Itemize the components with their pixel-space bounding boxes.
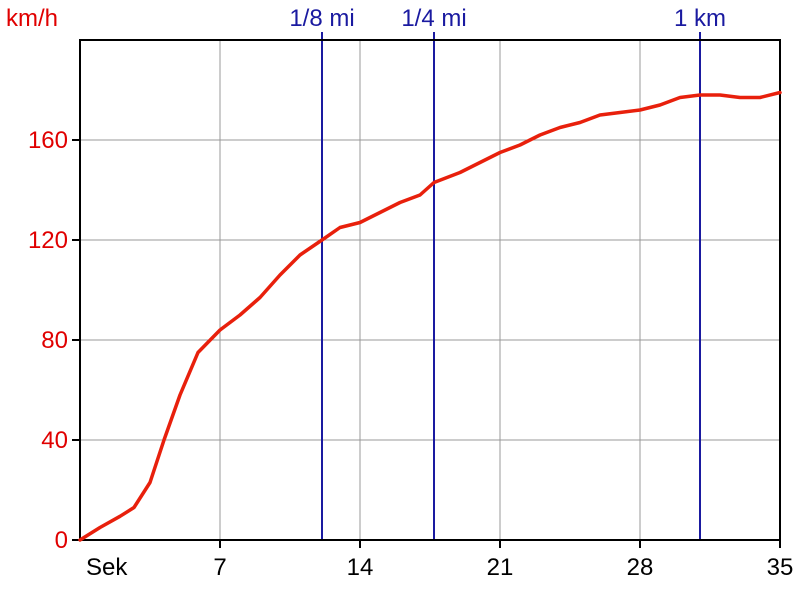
y-tick-label: 40 [41,427,68,454]
y-tick-label: 160 [28,127,68,154]
y-tick-label: 80 [41,327,68,354]
distance-marker-label: 1 km [674,5,726,32]
distance-markers: 1/8 mi 1/4 mi 1 km [289,5,726,540]
labels: km/h Sek [6,5,128,581]
x-axis-label: Sek [86,554,128,581]
speed-series [78,90,782,542]
y-tick-label: 120 [28,227,68,254]
x-tick-label: 7 [213,554,226,581]
y-axis-label: km/h [6,5,58,32]
x-tick-label: 21 [487,554,514,581]
plot-border [79,39,781,541]
axes: 0 40 80 120 160 7 14 21 28 35 [28,39,794,581]
y-tick-label: 0 [55,527,68,554]
speed-line [78,90,782,542]
x-tick-label: 28 [627,554,654,581]
distance-marker-label: 1/4 mi [401,5,466,32]
x-tick-label: 35 [767,554,794,581]
distance-marker-label: 1/8 mi [289,5,354,32]
x-tick-label: 14 [347,554,374,581]
